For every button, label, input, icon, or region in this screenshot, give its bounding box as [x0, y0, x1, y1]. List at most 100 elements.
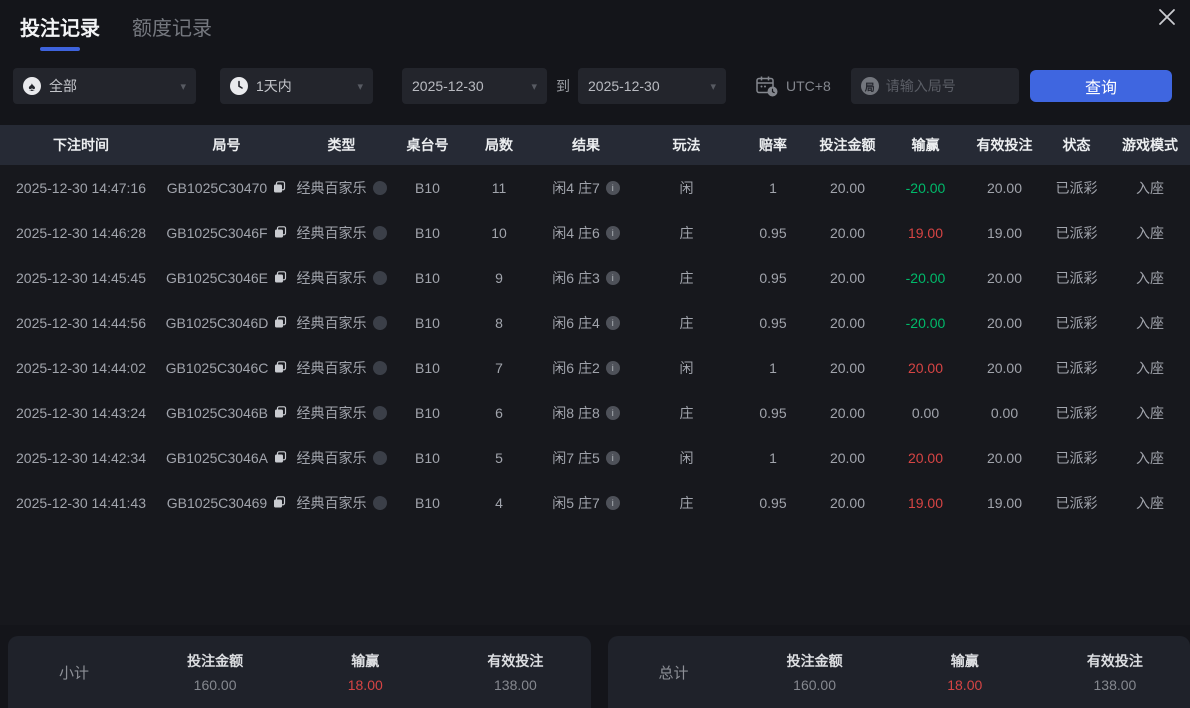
cell-status: 已派彩	[1055, 404, 1098, 421]
date-to-select[interactable]: 2025-12-30 ▾	[578, 68, 726, 104]
cell-round-id: GB1025C30469	[162, 480, 291, 525]
cell-odds: 1	[769, 449, 777, 466]
info-icon[interactable]: i	[605, 315, 620, 330]
subtotal-win-loss-label: 输赢	[351, 653, 380, 669]
cell-rounds: 8	[495, 314, 503, 331]
copy-icon[interactable]	[274, 316, 287, 329]
cell-valid-bet: 19.00	[986, 224, 1023, 241]
cell-game-mode: 入座	[1136, 449, 1164, 466]
cell-type: 经典百家乐	[291, 210, 392, 255]
cell-rounds: 6	[495, 404, 503, 421]
table-row: 2025-12-30 14:47:16 GB1025C30470	[0, 165, 1190, 210]
round-number-icon: 局	[860, 77, 879, 95]
game-logo-icon	[372, 180, 387, 195]
cell-valid-bet: 20.00	[986, 359, 1023, 376]
copy-icon[interactable]	[274, 406, 287, 419]
cell-status: 已派彩	[1055, 179, 1098, 196]
cell-play: 闲	[679, 179, 694, 196]
col-table-no: 桌台号	[406, 137, 449, 153]
info-icon[interactable]: i	[605, 270, 620, 285]
cell-valid-bet: 20.00	[986, 314, 1023, 331]
round-number-field[interactable]: 局	[850, 68, 1019, 104]
cell-round-id: GB1025C3046C	[162, 345, 291, 390]
result-text: 闲7 庄5	[552, 449, 600, 466]
round-id-text: GB1025C3046B	[166, 404, 268, 421]
subtotal-win-loss-value: 18.00	[347, 677, 383, 693]
copy-icon[interactable]	[273, 181, 286, 194]
time-range-select[interactable]: 1天内 ▾	[220, 68, 373, 104]
round-number-input[interactable]	[885, 78, 1009, 94]
total-panel: 总计 投注金额 160.00 输赢 18.00 有效投注 138.00	[607, 636, 1190, 708]
game-logo-icon	[372, 360, 387, 375]
cell-rounds: 5	[495, 449, 503, 466]
type-text: 经典百家乐	[296, 404, 367, 421]
copy-icon[interactable]	[274, 451, 287, 464]
col-game-mode: 游戏模式	[1122, 137, 1178, 153]
tab-bet-records[interactable]: 投注记录	[20, 12, 100, 53]
game-type-select[interactable]: ♠ 全部 ▾	[13, 68, 196, 104]
clock-icon	[230, 77, 248, 95]
result-text: 闲5 庄7	[552, 494, 600, 511]
result-text: 闲4 庄7	[552, 179, 600, 196]
cell-win-loss: -20.00	[885, 300, 966, 345]
cell-round-id: GB1025C3046D	[162, 300, 291, 345]
info-icon[interactable]: i	[605, 180, 620, 195]
timezone-value: UTC+8	[786, 78, 831, 94]
tab-bar: 投注记录 额度记录	[0, 0, 1190, 56]
game-logo-icon	[372, 405, 387, 420]
cell-bet-time: 2025-12-30 14:45:45	[16, 269, 146, 286]
cell-game-mode: 入座	[1136, 224, 1164, 241]
win-loss-value: 20.00	[907, 449, 944, 466]
cell-type: 经典百家乐	[291, 345, 392, 390]
close-button[interactable]	[1152, 2, 1182, 32]
game-logo-icon	[372, 450, 387, 465]
cell-bet-amount: 20.00	[829, 449, 866, 466]
copy-icon[interactable]	[274, 226, 287, 239]
info-icon[interactable]: i	[605, 495, 620, 510]
cell-valid-bet: 20.00	[986, 269, 1023, 286]
cell-bet-amount: 20.00	[829, 404, 866, 421]
cell-table-no: B10	[415, 224, 440, 241]
result-text: 闲8 庄8	[552, 404, 600, 421]
win-loss-value: 19.00	[907, 494, 944, 511]
game-logo-icon	[372, 225, 387, 240]
cell-status: 已派彩	[1055, 359, 1098, 376]
cell-status: 已派彩	[1055, 224, 1098, 241]
close-icon	[1159, 9, 1175, 25]
cell-valid-bet: 0.00	[990, 404, 1019, 421]
calendar-clock-icon	[756, 76, 778, 97]
table-body: 2025-12-30 14:47:16 GB1025C30470	[0, 165, 1190, 525]
game-logo-icon	[372, 495, 387, 510]
result-text: 闲6 庄3	[552, 269, 600, 286]
col-bet-time: 下注时间	[53, 137, 109, 153]
cell-win-loss: -20.00	[885, 165, 966, 210]
cell-bet-amount: 20.00	[829, 224, 866, 241]
result-text: 闲6 庄4	[552, 314, 600, 331]
subtotal-bet-amount: 投注金额 160.00	[140, 651, 290, 693]
copy-icon[interactable]	[273, 496, 286, 509]
date-from-select[interactable]: 2025-12-30 ▾	[402, 68, 547, 104]
cell-odds: 0.95	[759, 494, 787, 511]
cell-odds: 0.95	[759, 404, 787, 421]
chevron-down-icon: ▾	[710, 80, 716, 93]
timezone-control[interactable]: UTC+8	[755, 75, 831, 97]
info-icon[interactable]: i	[605, 405, 620, 420]
info-icon[interactable]: i	[605, 450, 620, 465]
date-to-label: 到	[556, 78, 570, 94]
copy-icon[interactable]	[274, 271, 287, 284]
cell-odds: 1	[769, 179, 777, 196]
tab-quota-records[interactable]: 额度记录	[132, 18, 212, 40]
round-id-text: GB1025C3046E	[166, 269, 268, 286]
copy-icon[interactable]	[274, 361, 287, 374]
win-loss-value: -20.00	[905, 269, 946, 286]
info-icon[interactable]: i	[605, 225, 620, 240]
cell-rounds: 7	[495, 359, 503, 376]
type-text: 经典百家乐	[296, 449, 367, 466]
cell-play: 闲	[679, 359, 694, 376]
cell-table-no: B10	[415, 449, 440, 466]
cell-round-id: GB1025C3046F	[162, 210, 291, 255]
cell-table-no: B10	[415, 179, 440, 196]
info-icon[interactable]: i	[605, 360, 620, 375]
cell-rounds: 10	[491, 224, 507, 241]
search-button[interactable]: 查询	[1030, 70, 1172, 102]
